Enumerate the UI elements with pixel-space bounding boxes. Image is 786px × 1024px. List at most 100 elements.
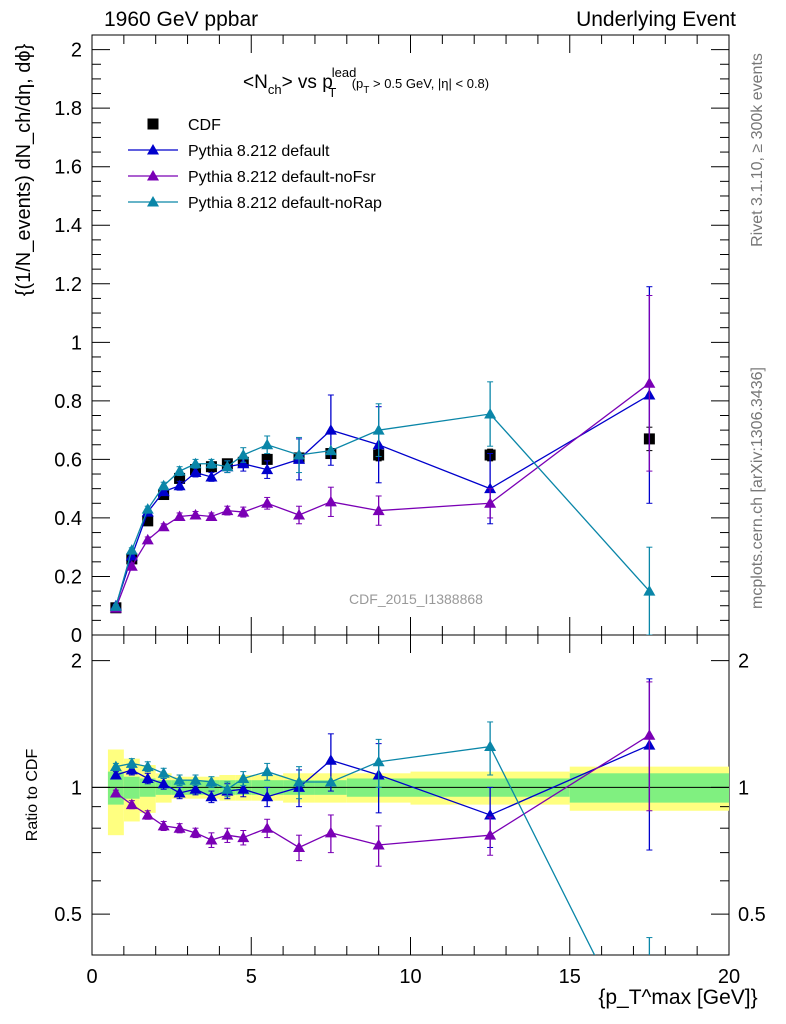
y-tick-label: 2: [71, 40, 82, 62]
pythia-8-212-default-nofsr-ratio-point: [293, 841, 306, 852]
x-axis-title: {p_T^max [GeV]}: [598, 986, 757, 1009]
pythia-8-212-default-norap-point: [109, 600, 122, 611]
x-tick-label: 0: [86, 966, 97, 988]
y-tick-label: 1.4: [54, 215, 82, 237]
pythia-8-212-default-ratio-point: [125, 763, 138, 775]
y-tick-label: 0.4: [54, 508, 82, 530]
pythia-8-212-default-nofsr-ratio-point: [189, 826, 202, 838]
x-tick-label: 20: [718, 966, 740, 988]
pythia-8-212-default-norap-ratio-point: [141, 760, 154, 772]
cdf-point: [261, 453, 273, 465]
pythia-8-212-default-norap-ratio-point: [484, 740, 497, 752]
pythia-8-212-default-norap-point: [372, 424, 385, 435]
pythia-8-212-default-norap-ratio-point: [205, 775, 218, 787]
pythia-8-212-default-point: [324, 424, 337, 435]
rivet-version-label: Rivet 3.1.10, ≥ 300k events: [749, 53, 766, 247]
pythia-8-212-default-ratio-point: [109, 768, 122, 780]
pythia-8-212-default-nofsr-point: [293, 509, 306, 520]
pythia-8-212-default-nofsr-ratio-point: [141, 808, 154, 820]
x-tick-label: 15: [559, 966, 581, 988]
legend-marker-pythia-8-212-default-norap: [147, 196, 159, 207]
pythia-8-212-default-norap-ratio-point: [324, 775, 337, 787]
pythia-8-212-default-norap-point: [221, 460, 234, 472]
pythia-8-212-default-ratio-point: [261, 790, 274, 802]
y-tick-label: 1.8: [54, 98, 82, 120]
pythia-8-212-default-nofsr-ratio-point: [237, 831, 250, 843]
pythia-8-212-default-point: [261, 463, 274, 475]
pythia-8-212-default-nofsr-ratio-point: [173, 822, 186, 833]
pythia-8-212-default-ratio-point: [173, 786, 186, 798]
ratio-y-tick-label: 0.5: [54, 904, 82, 926]
pythia-8-212-default-nofsr-ratio-point: [643, 729, 656, 740]
ratio-y-axis-title: Ratio to CDF: [24, 749, 41, 842]
pythia-8-212-default-nofsr-point: [372, 504, 385, 516]
pythia-8-212-default-norap-point: [237, 449, 250, 460]
ratio-y-tick-label-right: 2: [738, 651, 749, 673]
legend-label-cdf: CDF: [188, 117, 221, 134]
pythia-8-212-default-nofsr-ratio-point: [372, 838, 385, 850]
pythia-8-212-default-nofsr-point: [125, 560, 138, 571]
pythia-8-212-default-point: [173, 479, 186, 491]
pythia-8-212-default-norap-point: [643, 585, 656, 596]
legend-marker-pythia-8-212-default: [147, 144, 159, 155]
pythia-8-212-default-nofsr-point: [205, 510, 218, 521]
pythia-8-212-default-norap-point: [205, 457, 218, 469]
y-tick-label: 0.6: [54, 449, 82, 471]
pythia-8-212-default-ratio-point: [141, 772, 154, 783]
legend-label-pythia-8-212-default-nofsr: Pythia 8.212 default-noFsr: [188, 169, 376, 186]
cdf-point: [174, 472, 186, 484]
pythia-8-212-default-norap-ratio-point: [157, 767, 170, 778]
pythia-8-212-default-nofsr-ratio-point: [484, 829, 497, 840]
pythia-8-212-default-point: [237, 457, 250, 469]
axis-tick-labels: 0 5 10 15 20 0 0.2 0.4 0.6 0.8 1 1.2 1.4 1.6 1.8 2 0.5 0.…: [54, 40, 766, 988]
axis-ticks: [91, 35, 730, 956]
pythia-8-212-default-norap-ratio-point: [189, 774, 202, 785]
ratio-y-tick-label-right: 1: [738, 777, 749, 799]
pythia-8-212-default-nofsr-ratio-point: [205, 834, 218, 845]
pythia-8-212-default-nofsr-point: [643, 377, 656, 388]
pythia-8-212-default-norap-point: [125, 544, 138, 555]
mcplots-reference-label: mcplots.cern.ch [arXiv:1306.3436]: [749, 367, 766, 609]
pythia-8-212-default-norap-ratio-point: [221, 783, 234, 794]
pythia-8-212-default-ratio-point: [205, 790, 218, 802]
pythia-8-212-default-nofsr-point: [324, 495, 337, 507]
pythia-8-212-default-point: [125, 549, 138, 561]
legend: CDF Pythia 8.212 default Pythia 8.212 defa…: [128, 117, 382, 212]
pythia-8-212-default-nofsr-ratio-point: [221, 829, 234, 840]
pythia-8-212-default-norap-ratio-point: [293, 775, 306, 787]
pythia-8-212-default-norap-point: [189, 457, 202, 469]
ratio-y-tick-label: 1: [71, 777, 82, 799]
pythia-8-212-default-norap-ratio-point: [173, 774, 186, 785]
y-tick-label: 0: [71, 625, 82, 647]
pythia-8-212-default-ratio-point: [237, 783, 250, 794]
pythia-8-212-default-norap-point: [157, 479, 170, 491]
pythia-8-212-default-nofsr-ratio-point: [261, 822, 274, 833]
y-tick-label: 0.8: [54, 391, 82, 413]
pythia-8-212-default-norap-ratio-point: [261, 765, 274, 777]
pythia-8-212-default-point: [484, 482, 497, 494]
pythia-8-212-default-nofsr-ratio-point: [125, 798, 138, 810]
main-y-axis-title: {(1/N_events) dN_ch/dη, dϕ}: [13, 43, 35, 296]
analysis-watermark: CDF_2015_I1388868: [349, 591, 483, 607]
y-tick-label: 1.2: [54, 274, 82, 296]
legend-marker-cdf: [147, 118, 159, 130]
pythia-8-212-default-norap-point: [173, 465, 186, 476]
pythia-8-212-default-nofsr-line: [115, 382, 650, 609]
pythia-8-212-default-norap-point: [324, 444, 337, 456]
pythia-8-212-default-nofsr-ratio-point: [109, 786, 122, 798]
main-panel-series: [109, 286, 656, 635]
pythia-8-212-default-norap-ratio-point: [372, 755, 385, 767]
plot-title: <Nch> vs plead T (pT > 0.5 GeV, |η| < 0.8…: [243, 65, 489, 100]
ratio-panel-series: [109, 678, 656, 955]
pythia-8-212-default-point: [189, 466, 202, 478]
pythia-8-212-default-norap-ratio-point: [125, 757, 138, 768]
cdf-point: [142, 515, 154, 527]
x-tick-label: 5: [246, 966, 257, 988]
legend-marker-pythia-8-212-default-nofsr: [147, 170, 159, 181]
legend-label-pythia-8-212-default: Pythia 8.212 default: [188, 143, 330, 160]
pythia-8-212-default-nofsr-ratio-point: [157, 819, 170, 831]
ratio-y-tick-label: 2: [71, 651, 82, 673]
pythia-8-212-default-line: [115, 394, 650, 606]
pythia-8-212-default-nofsr-point: [237, 506, 250, 517]
pythia-8-212-default-ratio-point: [157, 777, 170, 789]
